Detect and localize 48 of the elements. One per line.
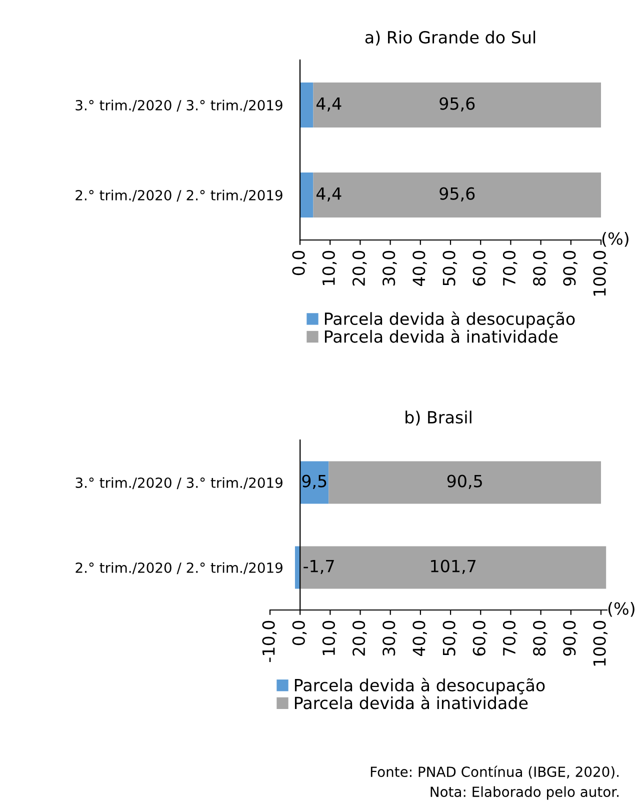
x-tick-label: 50,0: [442, 620, 458, 656]
x-tick-label: 90,0: [563, 620, 578, 656]
bar: [300, 461, 329, 504]
x-tick-label: 0,0: [292, 250, 307, 276]
x-tick-label: 60,0: [472, 620, 488, 656]
y-tick-label: 3.° trim./2020 / 3.° trim./2019: [76, 100, 282, 112]
legend-label: Parcela devida à inatividade: [324, 329, 558, 343]
data-label: 9,5: [302, 474, 326, 490]
x-tick-label: 60,0: [472, 250, 488, 286]
legend-label: Parcela devida à desocupação: [324, 311, 575, 328]
data-label: 4,4: [316, 97, 342, 112]
x-tick-label: 30,0: [382, 250, 397, 286]
x-tick-label: 10,0: [322, 250, 337, 285]
data-label: 95,6: [440, 97, 475, 112]
chart-title: a) Rio Grande do Sul: [365, 30, 536, 46]
y-tick-label: 2.° trim./2020 / 2.° trim./2019: [76, 190, 282, 202]
x-tick-label: 50,0: [442, 250, 458, 286]
x-axis-title: (%): [608, 602, 634, 617]
text: Nota: Elaborado pelo autor.: [430, 786, 618, 800]
bar: [328, 461, 601, 504]
data-label: 95,6: [440, 187, 475, 202]
x-tick-label: 80,0: [533, 250, 548, 286]
x-tick-label: 70,0: [502, 620, 518, 656]
x-tick-label: 40,0: [412, 620, 427, 656]
x-tick-label: 10,0: [322, 620, 337, 655]
x-tick-label: 90,0: [563, 250, 578, 286]
data-label: 101,7: [431, 560, 476, 574]
data-label: 90,5: [447, 474, 482, 490]
legend-label: Parcela devida à desocupação: [294, 678, 545, 695]
x-axis-title: (%): [602, 232, 628, 247]
data-label: 4,4: [316, 187, 342, 202]
x-tick-label: 100,0: [593, 620, 608, 666]
y-tick-label: 2.° trim./2020 / 2.° trim./2019: [76, 562, 282, 574]
chart-title: b) Brasil: [406, 410, 472, 426]
x-tick-label: 80,0: [533, 620, 548, 656]
x-tick-label: -10,0: [262, 620, 277, 662]
x-tick-label: 40,0: [412, 250, 427, 286]
x-tick-label: 100,0: [593, 250, 608, 296]
x-tick-label: 20,0: [352, 250, 367, 286]
y-tick-label: 3.° trim./2020 / 3.° trim./2019: [76, 477, 282, 490]
x-tick-label: 30,0: [382, 620, 397, 656]
data-label: -1,7: [304, 560, 334, 574]
source-note: Fonte: PNAD Contínua (IBGE, 2020).: [370, 766, 619, 779]
legend-label: Parcela devida à inatividade: [294, 696, 528, 710]
bar: [300, 546, 606, 589]
x-tick-label: 20,0: [352, 620, 367, 656]
x-tick-label: 70,0: [502, 250, 518, 286]
x-tick-label: 0,0: [292, 620, 307, 646]
